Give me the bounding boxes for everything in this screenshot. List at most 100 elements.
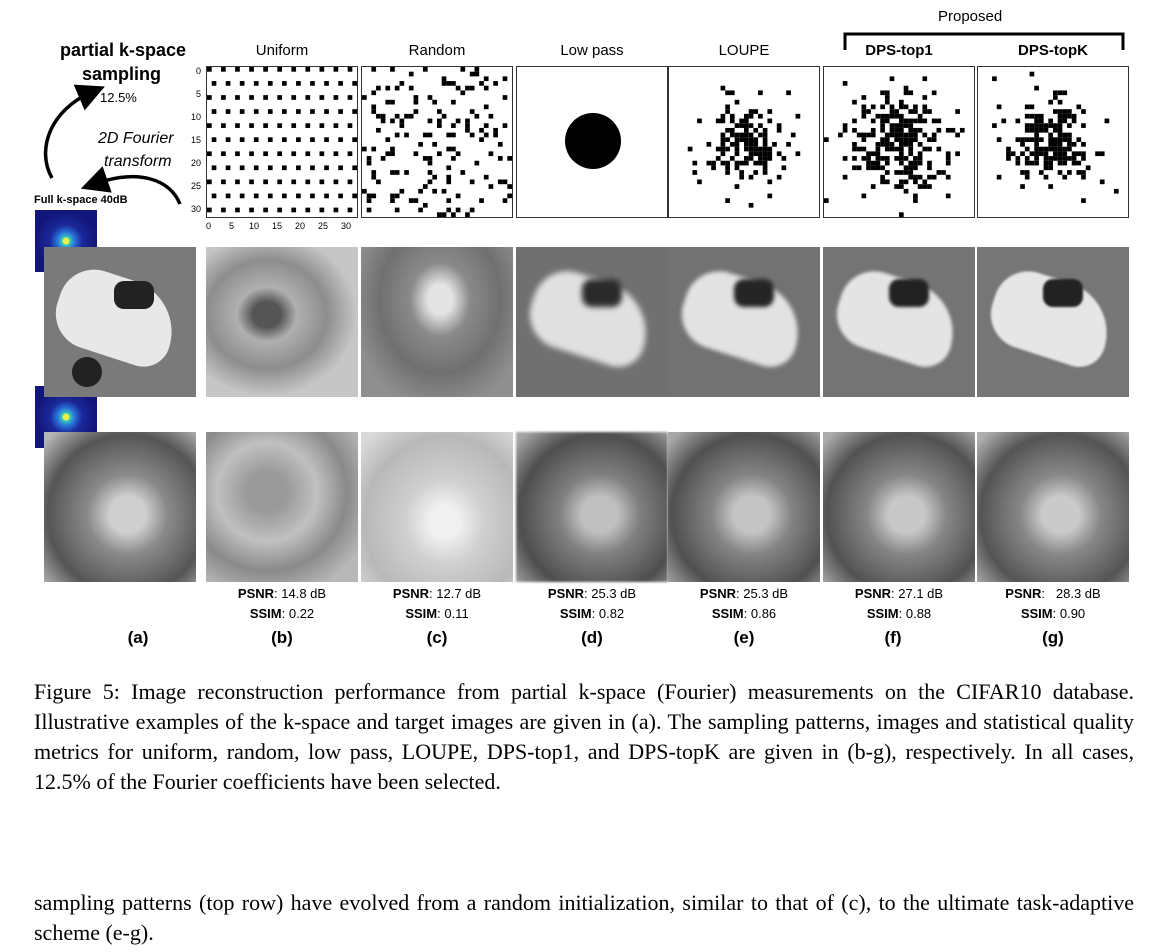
mask-cell xyxy=(249,207,254,213)
mask-cell xyxy=(1067,142,1072,147)
mask-cell xyxy=(720,142,726,147)
mask-cell xyxy=(376,179,381,185)
subfigure-label-e: (e) xyxy=(733,628,755,647)
cat-recon-dps-topk xyxy=(977,432,1129,582)
mask-cell xyxy=(380,156,386,161)
mask-cell xyxy=(748,132,754,138)
mask-cell xyxy=(1015,156,1021,161)
mask-cell xyxy=(207,151,212,157)
mask-cell xyxy=(899,123,904,128)
car-recon-dps-top1 xyxy=(823,247,975,397)
mask-cell xyxy=(333,207,339,213)
mask-cell xyxy=(870,160,876,166)
mask-cell xyxy=(913,104,918,110)
mask-cell xyxy=(842,127,848,133)
mask-cell xyxy=(446,132,452,138)
mask-cell xyxy=(1024,127,1030,133)
mask-cell xyxy=(1067,123,1072,128)
mask-cell xyxy=(211,193,217,199)
mask-cell xyxy=(880,90,885,96)
mask-cell xyxy=(880,123,885,128)
mask-cell xyxy=(744,142,749,147)
mask-cell xyxy=(1053,142,1058,147)
mask-cell xyxy=(734,165,740,171)
mask-cell xyxy=(441,81,447,86)
mask-cell xyxy=(221,179,226,185)
mask-cell xyxy=(399,118,405,124)
mask-cell xyxy=(744,146,749,152)
mask-cell xyxy=(720,118,726,124)
mask-cell xyxy=(908,146,914,152)
mask-cell xyxy=(950,127,956,133)
mask-cell xyxy=(880,156,885,161)
mask-cell xyxy=(1071,151,1077,157)
mask-cell xyxy=(1034,160,1039,166)
mask-cell xyxy=(913,109,918,114)
mask-cell xyxy=(880,142,885,147)
mask-cell xyxy=(931,132,937,138)
mask-cell xyxy=(913,165,918,171)
psnr-label: PSNR xyxy=(237,586,275,601)
mask-cell xyxy=(1062,146,1068,152)
mask-cell xyxy=(903,132,909,138)
mask-cell xyxy=(1076,104,1082,110)
mask-cell xyxy=(451,99,456,105)
mask-cell xyxy=(734,151,740,157)
x-tick: 30 xyxy=(341,221,352,231)
mask-cell xyxy=(1099,179,1105,185)
mask-cell xyxy=(437,212,442,217)
mask-cell xyxy=(917,127,923,133)
mask-cell xyxy=(479,127,484,133)
mask-cell xyxy=(776,127,782,133)
mask-cell xyxy=(291,151,297,157)
mask-cell xyxy=(720,146,726,152)
mask-cell xyxy=(908,160,914,166)
mask-cell xyxy=(936,118,942,124)
mask-cell xyxy=(762,142,768,147)
mask-cell xyxy=(903,123,909,128)
mask-cell xyxy=(908,151,914,157)
mask-cell xyxy=(748,151,754,157)
mask-cell xyxy=(880,127,885,133)
mask-cell xyxy=(432,188,437,194)
mask-cell xyxy=(465,127,470,133)
mask-cell xyxy=(1053,123,1058,128)
mask-cell xyxy=(479,198,484,203)
mask-cell xyxy=(347,95,353,100)
mask-cell xyxy=(903,104,909,110)
mask-cell xyxy=(786,90,791,96)
mask-cell xyxy=(1034,142,1039,147)
mask-cell xyxy=(1081,174,1086,180)
mask-cell xyxy=(376,85,381,91)
mask-cell xyxy=(884,146,890,152)
mask-cell xyxy=(729,132,735,138)
column-title-dps-topk: DPS-topK xyxy=(1018,42,1088,59)
mask-cell xyxy=(706,160,712,166)
mask-cell xyxy=(762,151,768,157)
mask-cell xyxy=(903,156,909,161)
mask-cell xyxy=(1062,90,1068,96)
mask-cell xyxy=(880,113,885,119)
mask-cell xyxy=(894,113,899,119)
mask-cell xyxy=(880,137,885,142)
mask-cell xyxy=(319,123,325,128)
mask-cell xyxy=(838,132,843,138)
mask-cell xyxy=(469,109,475,114)
mask-cell xyxy=(913,193,918,199)
mask-cell xyxy=(253,137,259,142)
mask-cell xyxy=(296,193,301,199)
mask-cell xyxy=(903,165,909,171)
mask-cell xyxy=(903,137,909,142)
pattern-lowpass xyxy=(516,66,668,218)
mask-cell xyxy=(235,207,240,213)
mask-cell xyxy=(945,156,951,161)
mask-cell xyxy=(927,137,932,142)
mask-cell xyxy=(441,76,447,82)
mask-cell xyxy=(1029,151,1035,157)
mask-cell xyxy=(1057,123,1063,128)
metrics-dps-top1: PSNR: 27.1 dB SSIM: 0.88 xyxy=(854,586,944,621)
mask-cell xyxy=(366,198,372,203)
mask-cell xyxy=(725,90,730,96)
mask-cell xyxy=(1076,170,1082,175)
mask-cell xyxy=(469,179,475,185)
